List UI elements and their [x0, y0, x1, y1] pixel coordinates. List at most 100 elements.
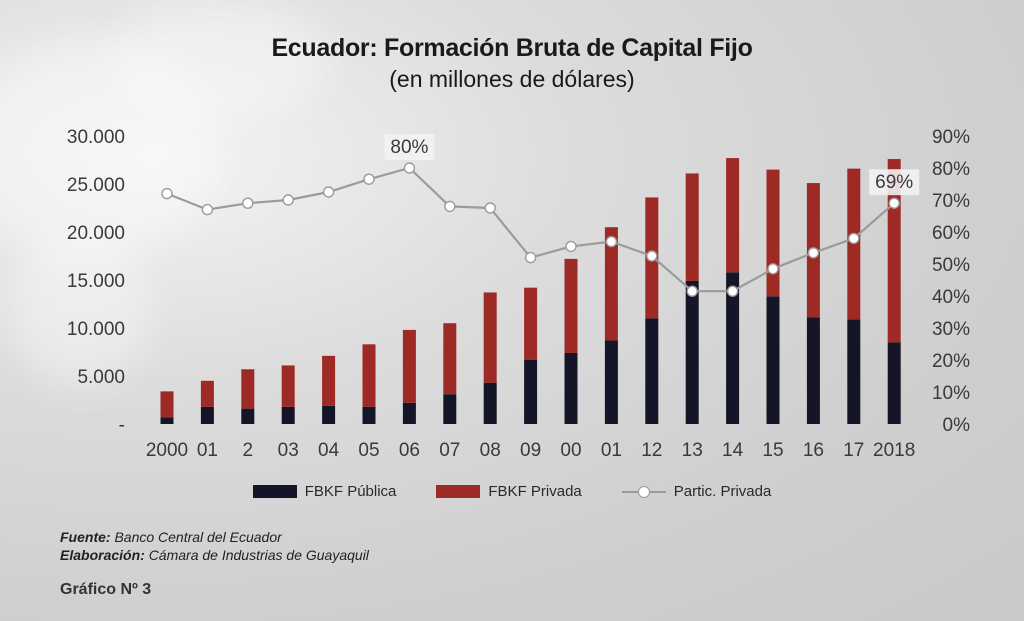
bar-privada — [766, 169, 780, 297]
bar-publica — [160, 417, 174, 424]
partic-point — [242, 197, 254, 209]
partic-point — [807, 247, 820, 259]
bar-publica — [200, 406, 214, 424]
bar-publica — [806, 317, 820, 424]
legend-label-partic: Partic. Privada — [673, 483, 772, 500]
legend-item-publica: FBKF Pública — [252, 483, 397, 500]
legend-label-publica: FBKF Pública — [304, 483, 397, 500]
x-tick-label: 07 — [439, 440, 460, 461]
bar-publica — [483, 382, 497, 424]
bar-publica — [887, 342, 901, 424]
x-tick-label: 2018 — [873, 440, 915, 461]
bar-publica — [241, 408, 255, 424]
legend-item-privada: FBKF Privada — [436, 483, 582, 500]
partic-point — [403, 162, 416, 174]
partic-point — [444, 200, 456, 213]
partic-point — [201, 203, 214, 216]
y-left-tick-label: 25.000 — [67, 175, 125, 196]
y-left-tick-label: 10.000 — [67, 319, 125, 340]
partic-point — [363, 173, 375, 185]
legend-swatch-publica — [252, 485, 297, 498]
bar-publica — [443, 394, 457, 424]
bar-publica — [726, 272, 740, 424]
x-tick-label: 05 — [358, 440, 379, 461]
y-left-tick-label: 15.000 — [67, 271, 125, 292]
bar-publica — [645, 318, 659, 424]
x-tick-label: 04 — [318, 440, 340, 461]
source-text: Banco Central del Ecuador — [114, 529, 282, 545]
chart-title: Ecuador: Formación Bruta de Capital Fijo — [271, 34, 753, 62]
legend-swatch-partic — [621, 485, 666, 499]
x-tick-label: 03 — [278, 440, 299, 461]
x-tick-label: 06 — [399, 440, 420, 461]
x-tick-label: 17 — [843, 440, 864, 461]
bar-privada — [322, 355, 336, 406]
y-left-tick-label: 30.000 — [67, 127, 125, 148]
partic-point — [767, 263, 779, 275]
chart-area: - 5.000 10.000 15.000 20.000 25.000 30.000 0% 10… — [67, 127, 970, 461]
bar-publica — [524, 359, 538, 424]
partic-point — [605, 235, 618, 248]
partic-line — [166, 166, 895, 293]
y-left-tick-label: 20.000 — [67, 223, 125, 244]
y-right-tick-label: 90% — [932, 127, 970, 148]
x-tick-label: 16 — [803, 440, 824, 461]
y-right-tick-label: 10% — [932, 383, 970, 404]
x-tick-label: 14 — [722, 440, 744, 461]
legend-swatch-privada — [436, 485, 481, 498]
x-tick-label: 2 — [243, 440, 254, 461]
x-tick-label: 12 — [641, 440, 662, 461]
partic-point — [888, 197, 900, 209]
partic-point — [161, 187, 173, 200]
annotation-box — [384, 134, 435, 160]
y-left-tick-label: 5.000 — [77, 367, 125, 388]
y-right-tick-label: 80% — [932, 159, 970, 180]
source-note: Fuente: Banco Central del Ecuador Elabor… — [60, 528, 369, 564]
x-tick-label: 00 — [560, 440, 581, 461]
source-label: Fuente: — [60, 529, 111, 545]
bar-publica — [766, 296, 780, 424]
bar-privada — [524, 287, 538, 360]
bar-privada — [726, 158, 740, 273]
partic-point — [646, 250, 658, 262]
partic-point — [848, 232, 860, 245]
y-right-tick-label: 30% — [932, 319, 970, 340]
bar-privada — [241, 369, 255, 409]
x-tick-label: 2000 — [146, 440, 188, 461]
x-tick-label: 01 — [601, 440, 622, 461]
bar-publica — [322, 405, 336, 424]
x-tick-label: 15 — [762, 440, 783, 461]
chart-subtitle: (en millones de dólares) — [389, 66, 635, 92]
y-right-tick-label: 70% — [932, 191, 970, 212]
bar-privada — [564, 258, 578, 353]
y-right-tick-label: 50% — [932, 255, 970, 276]
bar-publica — [281, 406, 295, 424]
annotation-label: 69% — [875, 172, 913, 193]
bar-privada — [160, 391, 174, 418]
bar-privada — [685, 173, 699, 281]
bar-privada — [362, 344, 376, 407]
figure-label: Gráfico Nº 3 — [60, 581, 152, 598]
bar-privada — [402, 329, 416, 403]
y-left-tick-label: - — [119, 415, 125, 436]
x-tick-label: 01 — [197, 440, 218, 461]
bar-publica — [847, 319, 861, 424]
bar-publica — [362, 406, 376, 424]
partic-point — [524, 251, 537, 264]
annotation-box — [869, 169, 920, 196]
bar-privada — [281, 365, 295, 407]
bar-privada — [604, 227, 618, 341]
legend-label-privada: FBKF Privada — [488, 483, 582, 500]
bar-privada — [200, 380, 214, 407]
partic-point — [484, 202, 496, 214]
y-right-tick-label: 60% — [932, 223, 970, 244]
partic-point — [686, 285, 698, 297]
elaboration-label: Elaboración: — [60, 547, 145, 563]
partic-point — [726, 285, 739, 297]
elaboration-text: Cámara de Industrias de Guayaquil — [148, 547, 369, 563]
y-right-tick-label: 40% — [932, 287, 970, 308]
partic-point — [322, 186, 335, 198]
partic-point — [565, 240, 577, 253]
partic-point — [282, 194, 294, 206]
x-tick-label: 08 — [480, 440, 501, 461]
